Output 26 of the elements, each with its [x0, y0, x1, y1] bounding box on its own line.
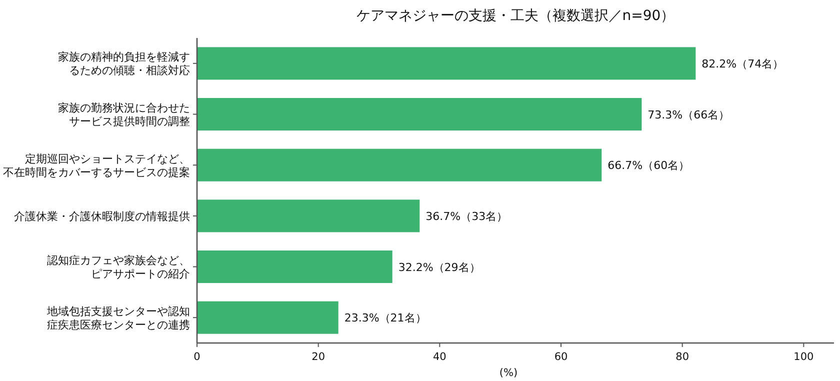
- bar: [197, 98, 642, 131]
- y-tick-label: 介護休業・介護休暇制度の情報提供: [14, 210, 190, 223]
- y-tick-label: 家族の勤務状況に合わせたサービス提供時間の調整: [58, 102, 190, 128]
- x-tick-label: 20: [312, 351, 326, 363]
- bar: [197, 301, 338, 334]
- x-tick-label: 80: [676, 351, 690, 363]
- data-label: 66.7%（60名）: [608, 159, 690, 172]
- y-tick-label: 定期巡回やショートステイなど、不在時間をカバーするサービスの提案: [3, 152, 190, 179]
- x-tick-label: 100: [794, 351, 814, 363]
- data-label: 32.2%（29名）: [398, 260, 480, 274]
- data-label: 36.7%（33名）: [426, 210, 508, 223]
- y-tick-label: 認知症カフェや家族会など、ピアサポートの紹介: [47, 254, 190, 280]
- x-tick-label: 0: [194, 351, 200, 363]
- y-tick-label: 地域包括支援センターや認知症疾患医療センターとの連携: [46, 304, 190, 332]
- bar: [197, 148, 602, 182]
- y-tick-label: 家族の精神的負担を軽減するための傾聴・相談対応: [58, 50, 190, 78]
- bar: [197, 250, 392, 284]
- x-axis-title: (%): [499, 367, 518, 379]
- x-tick-label: 60: [554, 351, 568, 363]
- data-label: 82.2%（74名）: [702, 57, 784, 70]
- bar: [197, 200, 420, 232]
- bar: [197, 47, 696, 80]
- data-label: 23.3%（21名）: [344, 312, 426, 325]
- x-tick-label: 40: [432, 351, 446, 363]
- chart-title: ケアマネジャーの支援・工夫（複数選択／n=90）: [356, 8, 675, 24]
- data-label: 73.3%（66名）: [648, 108, 730, 122]
